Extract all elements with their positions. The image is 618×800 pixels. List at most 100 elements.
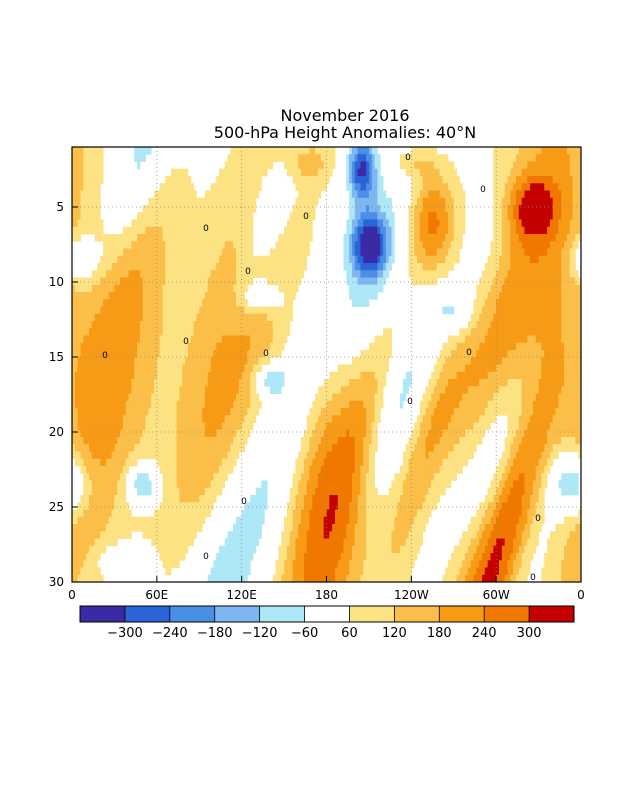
heatmap-cell <box>425 270 429 278</box>
heatmap-cell <box>515 292 520 300</box>
heatmap-cell <box>145 422 149 431</box>
heatmap-cell <box>564 342 568 351</box>
heatmap-cell <box>221 212 226 220</box>
heatmap-cell <box>515 226 520 235</box>
heatmap-cell <box>459 197 463 206</box>
heatmap-cell <box>176 364 180 373</box>
heatmap-cell <box>303 161 308 170</box>
heatmap-cell <box>204 277 209 286</box>
heatmap-cell <box>479 393 483 402</box>
heatmap-cell <box>558 147 562 155</box>
heatmap-cell <box>521 270 525 278</box>
heatmap-cell <box>244 342 248 351</box>
heatmap-cell <box>374 342 378 351</box>
heatmap-cell <box>453 335 457 344</box>
heatmap-cell <box>312 147 316 155</box>
heatmap-cell <box>221 321 226 329</box>
heatmap-cell <box>165 313 169 322</box>
heatmap-cell <box>241 306 245 315</box>
heatmap-cell <box>351 422 356 431</box>
heatmap-cell <box>535 277 539 286</box>
heatmap-cell <box>227 226 231 235</box>
heatmap-cell <box>105 321 110 329</box>
heatmap-cell <box>433 154 438 162</box>
heatmap-cell <box>117 284 121 293</box>
heatmap-cell <box>295 183 299 191</box>
heatmap-cell <box>137 219 141 228</box>
heatmap-cell <box>433 364 438 373</box>
heatmap-cell <box>236 371 240 380</box>
heatmap-cell <box>552 270 556 278</box>
heatmap-cell <box>312 197 316 206</box>
heatmap-cell <box>145 241 149 249</box>
heatmap-cell <box>453 183 457 191</box>
heatmap-cell <box>527 248 531 257</box>
heatmap-cell <box>272 313 276 322</box>
heatmap-cell <box>125 342 129 351</box>
heatmap-cell <box>566 400 571 409</box>
heatmap-cell <box>467 321 472 329</box>
heatmap-cell <box>555 212 559 220</box>
heatmap-cell <box>552 342 556 351</box>
heatmap-cell <box>173 226 178 235</box>
heatmap-cell <box>193 226 197 235</box>
heatmap-cell <box>349 212 353 220</box>
heatmap-cell <box>504 379 508 387</box>
heatmap-cell <box>219 234 223 242</box>
heatmap-cell <box>459 183 463 191</box>
heatmap-cell <box>377 371 381 380</box>
heatmap-cell <box>569 371 573 380</box>
heatmap-cell <box>244 277 248 286</box>
heatmap-cell <box>360 147 364 155</box>
heatmap-cell <box>515 161 520 170</box>
heatmap-cell <box>504 147 508 155</box>
heatmap-cell <box>564 183 568 191</box>
heatmap-cell <box>368 226 373 235</box>
heatmap-cell <box>148 342 152 351</box>
heatmap-cell <box>564 364 568 373</box>
heatmap-cell <box>479 313 483 322</box>
heatmap-cell <box>510 255 514 264</box>
heatmap-cell <box>196 226 200 235</box>
heatmap-cell <box>88 306 93 315</box>
heatmap-cell <box>527 197 531 206</box>
heatmap-cell <box>552 263 556 271</box>
heatmap-cell <box>179 270 183 278</box>
heatmap-cell <box>120 299 124 307</box>
heatmap-cell <box>547 205 551 213</box>
heatmap-cell <box>436 183 441 191</box>
heatmap-cell <box>193 393 197 402</box>
heatmap-cell <box>320 386 325 394</box>
heatmap-cell <box>532 234 537 242</box>
heatmap-cell <box>182 212 186 220</box>
heatmap-cell <box>103 299 107 307</box>
heatmap-cell <box>216 422 220 431</box>
heatmap-cell <box>414 168 418 177</box>
heatmap-cell <box>566 168 571 177</box>
heatmap-cell <box>145 248 149 257</box>
heatmap-cell <box>255 255 260 264</box>
heatmap-cell <box>145 292 149 300</box>
heatmap-cell <box>462 386 466 394</box>
heatmap-cell <box>510 176 514 184</box>
heatmap-cell <box>484 270 489 278</box>
heatmap-cell <box>493 226 497 235</box>
heatmap-cell <box>281 342 285 351</box>
heatmap-cell <box>346 219 350 228</box>
heatmap-cell <box>354 205 359 213</box>
heatmap-cell <box>504 241 508 249</box>
heatmap-cell <box>487 364 491 373</box>
heatmap-cell <box>278 335 282 344</box>
heatmap-cell <box>572 415 576 423</box>
heatmap-cell <box>298 183 302 191</box>
anomaly-heatmap <box>72 147 581 582</box>
heatmap-cell <box>162 183 166 191</box>
heatmap-cell <box>250 147 254 155</box>
heatmap-cell <box>117 415 121 423</box>
heatmap-cell <box>185 234 189 242</box>
heatmap-cell <box>346 154 350 162</box>
heatmap-cell <box>100 364 104 373</box>
heatmap-cell <box>77 415 81 423</box>
heatmap-cell <box>233 154 237 162</box>
heatmap-cell <box>450 335 455 344</box>
